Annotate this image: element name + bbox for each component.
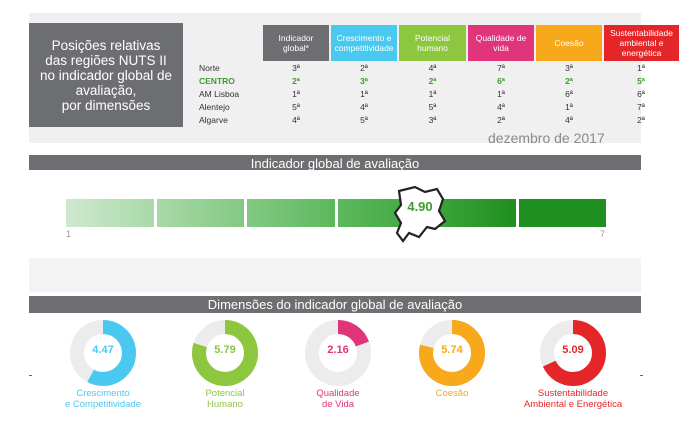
col-header-cohesion: Coesão	[534, 25, 603, 61]
table-cell: 1ª	[360, 88, 368, 99]
table-cell: 4ª	[497, 101, 505, 112]
table-cell: 2ª	[428, 75, 437, 86]
table-cell: 1ª	[637, 62, 645, 73]
table-cell: 6ª	[497, 75, 505, 86]
donut-value: 4.47	[92, 344, 114, 356]
table-cell: 4ª	[360, 101, 368, 112]
gauge-value: 4.90	[407, 199, 433, 214]
table-cell: 1ª	[292, 88, 300, 99]
table-cell: 5ª	[360, 114, 368, 125]
axis-tick	[640, 375, 643, 376]
gauge-min-label: 1	[66, 229, 72, 239]
table-cell: 4ª	[292, 114, 300, 125]
donut-value: 2.16	[327, 344, 349, 356]
donut-label: Crescimento e Competitividade	[64, 388, 142, 410]
table-cell: 2ª	[637, 114, 645, 125]
table-cell: 3ª	[428, 114, 437, 125]
date-label: dezembro de 2017	[488, 130, 605, 146]
donut-chart	[192, 320, 258, 386]
table-cell: 4ª	[428, 62, 437, 73]
col-header-sustainability: Sustentabilidade ambiental e energética	[602, 25, 679, 61]
region-name: Norte	[199, 62, 220, 73]
page-title: Posições relativas das regiões NUTS II n…	[29, 23, 183, 127]
gauge-segment	[247, 199, 335, 227]
donut-chart	[419, 320, 485, 386]
donut-label: Coesão	[435, 388, 469, 399]
donut-value: 5.09	[562, 344, 584, 356]
table-cell: 2ª	[360, 62, 368, 73]
table-cell: 1ª	[497, 88, 505, 99]
dimensions-header: Dimensões do indicador global de avaliaç…	[29, 296, 641, 313]
donut-label: Qualidade de Vida	[316, 388, 360, 410]
table-row: Norte 3ª 2ª 4ª 7ª 3ª 1ª	[183, 61, 679, 74]
table-corner	[183, 25, 262, 61]
table-cell: 2ª	[565, 75, 573, 86]
table-cell: 6ª	[565, 88, 573, 99]
donut-chart	[540, 320, 606, 386]
table-cell: 3ª	[360, 75, 368, 86]
gauge-header: Indicador global de avaliação	[29, 155, 641, 172]
table-cell: 5ª	[428, 101, 437, 112]
region-map-marker-icon	[393, 185, 447, 243]
table-cell: 2ª	[497, 114, 505, 125]
donut-arc	[192, 320, 258, 386]
region-name: AM Lisboa	[199, 88, 240, 99]
table-cell: 7ª	[497, 62, 505, 73]
gauge-max-label: 7	[600, 229, 606, 239]
col-header-competitiveness: Crescimento e competitividade	[329, 25, 398, 61]
table-row: AM Lisboa 1ª 1ª 1ª 1ª 6ª 6ª	[183, 87, 679, 100]
donut-value: 5.79	[214, 344, 236, 356]
donut-value: 5.74	[441, 344, 463, 356]
donut-chart	[70, 320, 136, 386]
table-row: Alentejo 5ª 4ª 5ª 4ª 1ª 7ª	[183, 100, 679, 113]
region-name: Algarve	[199, 114, 228, 125]
donut-label: Sustentabilidade Ambiental e Energética	[523, 388, 623, 410]
gauge-segment	[518, 199, 606, 227]
region-name: CENTRO	[199, 75, 235, 86]
table-cell: 5ª	[292, 101, 300, 112]
table-header-row: Indicador global* Crescimento e competit…	[183, 25, 679, 61]
table-cell: 1ª	[565, 101, 573, 112]
donut-arc	[419, 320, 485, 386]
table-cell: 2ª	[292, 75, 300, 86]
donut-chart	[305, 320, 371, 386]
ranking-table: Indicador global* Crescimento e competit…	[183, 25, 679, 126]
table-cell: 5ª	[637, 75, 645, 86]
col-header-global: Indicador global*	[261, 25, 330, 61]
col-header-human-potential: Potencial humano	[397, 25, 467, 61]
col-header-quality-of-life: Qualidade de vida	[466, 25, 535, 61]
region-name: Alentejo	[199, 101, 230, 112]
table-cell: 4ª	[565, 114, 573, 125]
table-cell: 6ª	[637, 88, 645, 99]
gauge-segment	[66, 199, 154, 227]
donut-arc	[540, 320, 606, 386]
donut-label: Potencial Humano	[205, 388, 245, 410]
donut-arc	[70, 320, 136, 386]
table-cell: 1ª	[428, 88, 437, 99]
table-row: Algarve 4ª 5ª 3ª 2ª 4ª 2ª	[183, 113, 679, 126]
gauge-footer-strip	[29, 258, 641, 292]
table-cell: 3ª	[565, 62, 573, 73]
axis-tick	[29, 375, 32, 376]
table-cell: 7ª	[637, 101, 645, 112]
gauge-segment	[156, 199, 244, 227]
donut-arc	[305, 320, 371, 386]
table-cell: 3ª	[292, 62, 300, 73]
table-row-highlighted: CENTRO 2ª 3ª 2ª 6ª 2ª 5ª	[183, 74, 679, 87]
